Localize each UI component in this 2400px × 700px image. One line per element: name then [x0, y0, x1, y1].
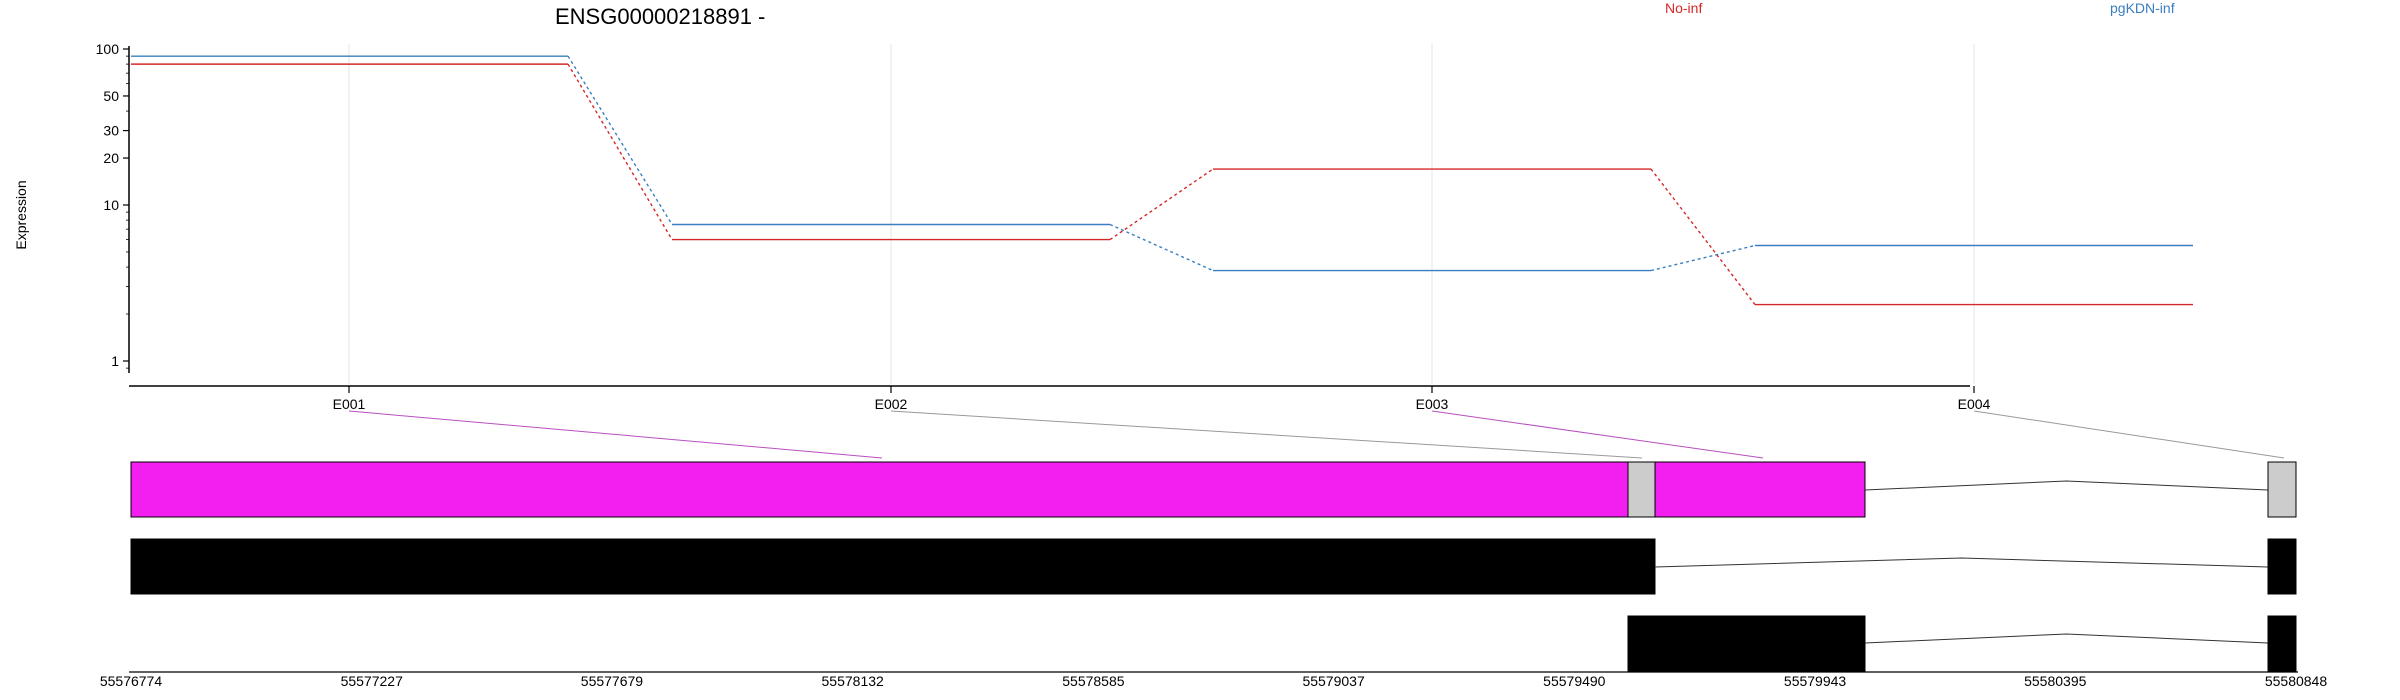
exon-block	[1654, 461, 1866, 518]
y-tick-label: 30	[103, 123, 119, 139]
x-tick-label: E001	[333, 396, 366, 412]
genomic-coordinate-label: 55580848	[2265, 673, 2328, 689]
genomic-coordinate-label: 55579490	[1543, 673, 1606, 689]
exon-block	[130, 461, 1629, 518]
series-no-inf	[131, 63, 2193, 306]
y-tick-label: 10	[103, 197, 119, 213]
transcript-tracks	[130, 461, 2297, 672]
series-connector	[567, 55, 673, 225]
y-tick-label: 1	[111, 353, 119, 369]
intron-line	[1864, 633, 2269, 644]
exon-mapping-line	[890, 410, 1643, 459]
chart-title: ENSG00000218891 -	[555, 4, 765, 29]
y-tick-label: 50	[103, 88, 119, 104]
series-connector	[1650, 244, 1756, 272]
series-connector	[1109, 223, 1214, 272]
intron-line	[1864, 480, 2269, 491]
series-connector	[567, 63, 673, 240]
y-tick-label: 20	[103, 150, 119, 166]
legend-entry-pgkdn-inf: pgKDN-inf	[2110, 0, 2175, 16]
exon-block	[2267, 538, 2297, 595]
transcript-2	[130, 538, 2297, 595]
exon-mapping-line	[348, 410, 883, 459]
genomic-coordinate-labels: 55576774 55577227 55577679 55578132 55578585…	[100, 673, 2328, 689]
vertical-gridlines	[348, 44, 1975, 384]
genomic-coordinate-label: 55579943	[1784, 673, 1847, 689]
series-connector	[1109, 168, 1214, 241]
genomic-coordinate-label: 55576774	[100, 673, 163, 689]
genomic-coordinate-label: 55580395	[2024, 673, 2087, 689]
series-connector	[1650, 168, 1756, 305]
series-pgkdn-inf	[131, 55, 2193, 272]
exon-mapping-lines	[348, 410, 2285, 459]
x-tick-label: E004	[1958, 396, 1991, 412]
y-axis-ticks: 100 50 30 20 10 1	[96, 41, 129, 369]
genomic-coordinate-label: 55578132	[822, 673, 885, 689]
exon-mapping-line	[1431, 410, 1764, 459]
y-tick-label: 100	[96, 41, 120, 57]
genomic-coordinate-label: 55578585	[1062, 673, 1125, 689]
legend-entry-no-inf: No-inf	[1665, 0, 1702, 16]
exon-block	[2267, 461, 2297, 518]
transcript-3	[1627, 615, 2297, 672]
exon-mapping-line	[1973, 410, 2285, 459]
genomic-coordinate-label: 55577679	[581, 673, 644, 689]
transcript-1	[130, 461, 2297, 518]
exon-block	[1627, 461, 1656, 518]
x-axis-ticks: E001 E002 E003 E004	[333, 386, 1991, 412]
y-axis-label: Expression	[13, 180, 29, 249]
genomic-coordinate-label: 55579037	[1302, 673, 1365, 689]
exon-block	[1627, 615, 1866, 672]
series-lines	[131, 55, 2193, 306]
x-tick-label: E002	[875, 396, 908, 412]
genomic-coordinate-label: 55577227	[341, 673, 404, 689]
intron-line	[1654, 557, 2269, 568]
exon-block	[130, 538, 1656, 595]
x-tick-label: E003	[1416, 396, 1449, 412]
exon-block	[2267, 615, 2297, 672]
